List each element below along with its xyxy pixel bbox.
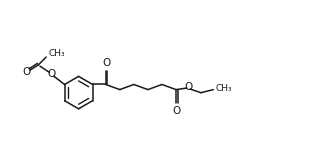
Text: CH₃: CH₃: [216, 85, 233, 93]
Text: CH₃: CH₃: [49, 49, 66, 58]
Text: O: O: [47, 69, 56, 79]
Text: O: O: [173, 106, 181, 116]
Text: O: O: [184, 82, 192, 92]
Text: O: O: [23, 67, 31, 77]
Text: O: O: [103, 58, 111, 68]
